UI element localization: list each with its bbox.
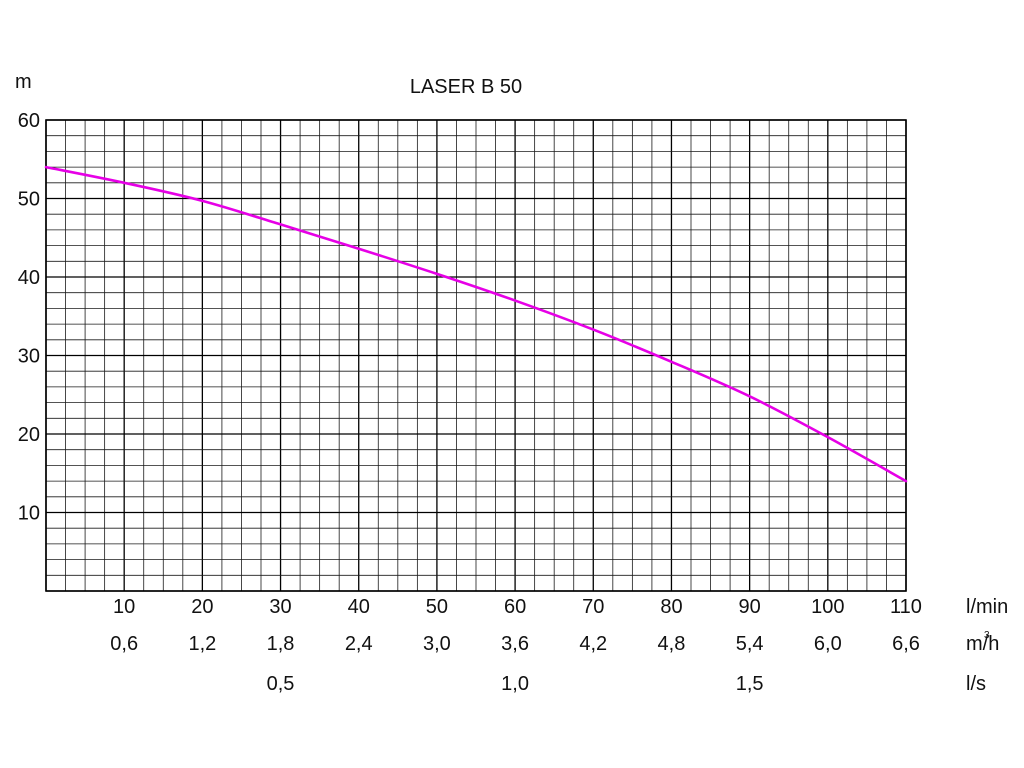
x-tick-label: 90 — [739, 596, 761, 618]
x-tick-label: 20 — [191, 596, 213, 618]
y-tick-label: 50 — [18, 189, 40, 211]
y-tick-label: 20 — [18, 424, 40, 446]
x-tick-label: 5,4 — [736, 633, 764, 655]
x-tick-label: 3,0 — [423, 633, 451, 655]
x-tick-label: 4,8 — [658, 633, 686, 655]
x-tick-label: 0,6 — [110, 633, 138, 655]
y-tick-label: 10 — [18, 503, 40, 525]
y-tick-label: 40 — [18, 267, 40, 289]
x-axis-unit-superscript: 3 — [984, 630, 990, 641]
y-tick-label: 60 — [18, 110, 40, 132]
x-tick-label: 1,8 — [267, 633, 295, 655]
x-tick-label: 50 — [426, 596, 448, 618]
x-axis-unit: l/min — [966, 596, 1008, 618]
x-axis-units: l/min m/h3 l/s — [966, 596, 1008, 695]
x-tick-label: 1,0 — [501, 673, 529, 695]
x-tick-label: 40 — [348, 596, 370, 618]
x-tick-label: 4,2 — [579, 633, 607, 655]
y-axis-unit: m — [15, 71, 32, 93]
x-tick-label: 1,5 — [736, 673, 764, 695]
grid — [45, 119, 907, 592]
curve-layer — [44, 165, 908, 483]
x-tick-label: 80 — [660, 596, 682, 618]
series-line — [44, 165, 908, 483]
x-axis-unit: m/h — [966, 633, 999, 655]
y-tick-labels: 10 20 30 40 50 60 — [18, 110, 40, 525]
x-tick-label: 30 — [269, 596, 291, 618]
x-tick-label: 3,6 — [501, 633, 529, 655]
x-tick-label: 100 — [811, 596, 844, 618]
x-tick-label: 110 — [890, 596, 922, 618]
x-tick-labels: 10 20 30 40 50 60 70 80 90 100 110 0,6 1,2 1,8 2,4 3,0 3… — [110, 596, 922, 695]
plot-frame — [45, 119, 907, 592]
chart-title: LASER B 50 — [410, 76, 522, 98]
x-tick-label: 1,2 — [188, 633, 216, 655]
x-axis-unit: l/s — [966, 673, 986, 695]
x-tick-label: 6,0 — [814, 633, 842, 655]
y-tick-label: 30 — [18, 346, 40, 368]
x-tick-label: 10 — [113, 596, 135, 618]
x-tick-label: 6,6 — [892, 633, 920, 655]
x-tick-label: 60 — [504, 596, 526, 618]
x-tick-label: 70 — [582, 596, 604, 618]
x-tick-label: 0,5 — [267, 673, 295, 695]
x-tick-label: 2,4 — [345, 633, 373, 655]
